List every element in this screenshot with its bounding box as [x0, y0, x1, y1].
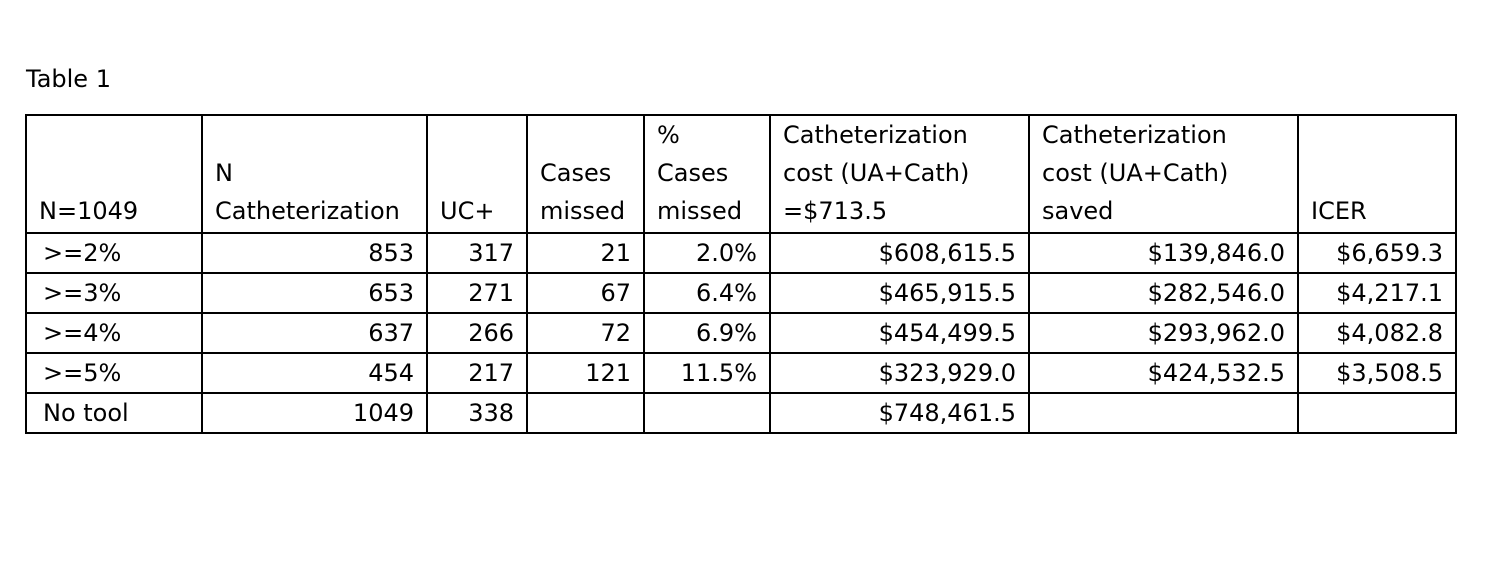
header-line: Cases	[540, 159, 612, 187]
uc-positive-cell: 217	[426, 352, 528, 394]
header-cases-missed: Cases missed	[526, 114, 645, 234]
cases-missed-cell: 21	[526, 232, 645, 274]
header-line: Cases	[657, 159, 729, 187]
cost-saved-cell: $293,962.0	[1028, 312, 1299, 354]
uc-positive-cell: 317	[426, 232, 528, 274]
header-line: %	[657, 121, 680, 149]
uc-positive-cell: 266	[426, 312, 528, 354]
percent-cases-missed-cell	[643, 392, 771, 434]
cost-saved-cell	[1028, 392, 1299, 434]
uc-positive-cell: 271	[426, 272, 528, 314]
n-catheterization-cell: 653	[201, 272, 428, 314]
cost-saved-cell: $424,532.5	[1028, 352, 1299, 394]
cases-missed-cell: 121	[526, 352, 645, 394]
icer-cell: $6,659.3	[1297, 232, 1457, 274]
header-line: Catheterization	[1042, 121, 1227, 149]
table-caption: Table 1	[26, 65, 111, 93]
header-line: Catheterization	[215, 197, 400, 225]
header-line: UC+	[440, 197, 495, 225]
threshold-cell: >=3%	[25, 272, 203, 314]
table-row: >=3% 653 271 67 6.4% $465,915.5 $282,546.0 $4,2…	[25, 272, 1457, 314]
percent-cases-missed-cell: 11.5%	[643, 352, 771, 394]
header-catheterization-cost-saved: Catheterization cost (UA+Cath) saved	[1028, 114, 1299, 234]
threshold-cell: >=2%	[25, 232, 203, 274]
icer-cell	[1297, 392, 1457, 434]
percent-cases-missed-cell: 6.9%	[643, 312, 771, 354]
table-row: No tool 1049 338 $748,461.5	[25, 392, 1457, 434]
n-catheterization-cell: 853	[201, 232, 428, 274]
catheterization-cost-cell: $323,929.0	[769, 352, 1030, 394]
table-body: >=2% 853 317 21 2.0% $608,615.5 $139,846.0 $6,6…	[25, 232, 1457, 434]
catheterization-cost-cell: $465,915.5	[769, 272, 1030, 314]
percent-cases-missed-cell: 6.4%	[643, 272, 771, 314]
table-row: >=4% 637 266 72 6.9% $454,499.5 $293,962.0 $4,0…	[25, 312, 1457, 354]
catheterization-cost-cell: $748,461.5	[769, 392, 1030, 434]
header-line: cost (UA+Cath)	[1042, 159, 1229, 187]
header-line: ICER	[1311, 197, 1367, 225]
cost-saved-cell: $139,846.0	[1028, 232, 1299, 274]
header-line: N=1049	[39, 197, 139, 225]
uc-positive-cell: 338	[426, 392, 528, 434]
threshold-cell: >=4%	[25, 312, 203, 354]
header-catheterization-cost: Catheterization cost (UA+Cath) =$713.5	[769, 114, 1030, 234]
header-icer: ICER	[1297, 114, 1457, 234]
n-catheterization-cell: 1049	[201, 392, 428, 434]
icer-cell: $4,082.8	[1297, 312, 1457, 354]
data-table: N=1049 N Catheterization UC+ Cases missed% Cas…	[25, 114, 1457, 434]
table-row: >=2% 853 317 21 2.0% $608,615.5 $139,846.0 $6,6…	[25, 232, 1457, 274]
threshold-cell: No tool	[25, 392, 203, 434]
cases-missed-cell: 67	[526, 272, 645, 314]
cost-saved-cell: $282,546.0	[1028, 272, 1299, 314]
n-catheterization-cell: 454	[201, 352, 428, 394]
header-line: =$713.5	[783, 197, 888, 225]
header-line: missed	[657, 197, 743, 225]
header-line: cost (UA+Cath)	[783, 159, 970, 187]
catheterization-cost-cell: $454,499.5	[769, 312, 1030, 354]
header-threshold: N=1049	[25, 114, 203, 234]
threshold-cell: >=5%	[25, 352, 203, 394]
header-percent-cases-missed: % Cases missed	[643, 114, 771, 234]
header-line: N	[215, 159, 233, 187]
header-uc-positive: UC+	[426, 114, 528, 234]
cases-missed-cell: 72	[526, 312, 645, 354]
catheterization-cost-cell: $608,615.5	[769, 232, 1030, 274]
header-n-catheterization: N Catheterization	[201, 114, 428, 234]
percent-cases-missed-cell: 2.0%	[643, 232, 771, 274]
header-line: saved	[1042, 197, 1114, 225]
header-line: missed	[540, 197, 626, 225]
icer-cell: $4,217.1	[1297, 272, 1457, 314]
table-row: >=5% 454 217 121 11.5% $323,929.0 $424,532.5 $3…	[25, 352, 1457, 394]
cases-missed-cell	[526, 392, 645, 434]
n-catheterization-cell: 637	[201, 312, 428, 354]
icer-cell: $3,508.5	[1297, 352, 1457, 394]
header-row: N=1049 N Catheterization UC+ Cases missed% Cas…	[25, 114, 1457, 234]
header-line: Catheterization	[783, 121, 968, 149]
